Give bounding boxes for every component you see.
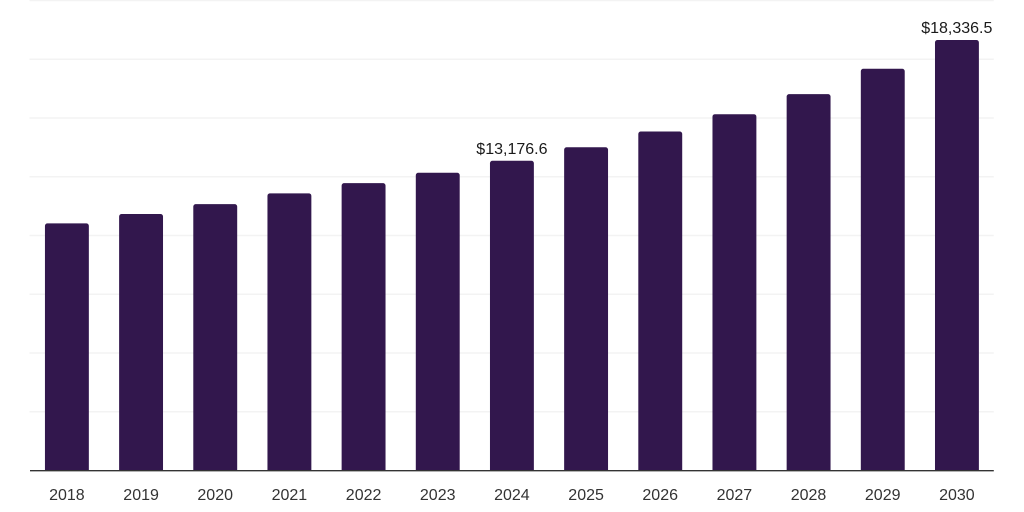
svg-text:2029: 2029	[865, 487, 901, 504]
svg-text:2025: 2025	[568, 487, 604, 504]
svg-text:2028: 2028	[791, 487, 827, 504]
svg-text:2024: 2024	[494, 487, 530, 504]
svg-text:$13,176.6: $13,176.6	[476, 141, 547, 158]
svg-text:2018: 2018	[49, 487, 85, 504]
svg-text:2020: 2020	[197, 487, 233, 504]
svg-text:$18,336.5: $18,336.5	[921, 20, 992, 37]
svg-text:2021: 2021	[272, 487, 308, 504]
svg-text:2030: 2030	[939, 487, 975, 504]
svg-text:2027: 2027	[717, 487, 753, 504]
svg-text:2022: 2022	[346, 487, 382, 504]
svg-text:2019: 2019	[123, 487, 159, 504]
svg-text:2023: 2023	[420, 487, 456, 504]
svg-text:2026: 2026	[642, 487, 678, 504]
